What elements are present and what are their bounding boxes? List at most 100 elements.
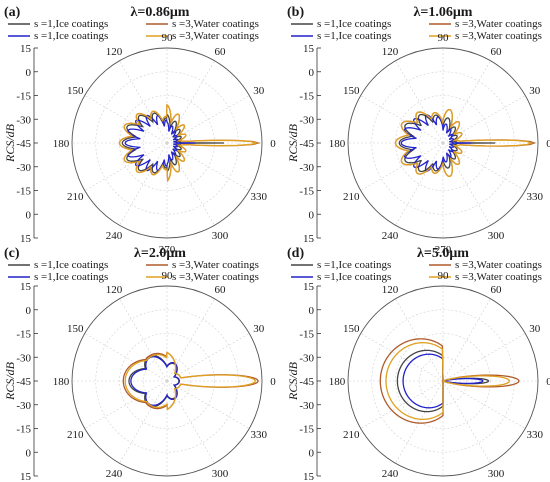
angle-tick-label: 210	[67, 191, 84, 203]
radial-tick-label: 0	[309, 67, 315, 79]
series-curve-4	[118, 103, 259, 183]
series-curve-1	[121, 112, 225, 174]
radial-tick-label: -15	[299, 424, 314, 436]
legend-entry: s =3,Water coatings	[455, 271, 542, 283]
y-axis-label: RCS/dB	[286, 123, 300, 163]
radial-tick-label: -45	[299, 376, 314, 388]
angle-tick-label: 60	[215, 284, 227, 296]
angle-tick-label: 120	[106, 284, 123, 296]
series-curve-3	[400, 114, 472, 172]
angle-tick-label: 60	[215, 46, 227, 58]
series-curve-4	[385, 342, 511, 420]
radial-tick-label: -15	[16, 424, 31, 436]
radial-tick-label: 15	[20, 471, 32, 482]
radial-tick-label: -30	[16, 114, 31, 126]
angle-tick-label: 300	[212, 230, 229, 242]
panel-label: (b)	[287, 5, 304, 20]
angle-tick-label: 240	[106, 230, 123, 242]
angle-tick-label: 270	[159, 244, 176, 256]
angle-tick-label: 180	[329, 376, 346, 388]
angle-tick-label: 30	[253, 323, 265, 335]
series-curve-1	[398, 113, 496, 173]
legend-entry: s =1,Ice coatings	[34, 271, 108, 283]
legend-entry: s =3,Water coatings	[172, 259, 259, 271]
angle-tick-label: 150	[343, 85, 360, 97]
legend-entry: s =3,Water coatings	[455, 30, 542, 42]
angle-tick-label: 240	[106, 468, 123, 480]
angle-tick-label: 30	[253, 85, 265, 97]
panel-title: λ=0.86μm	[131, 5, 190, 20]
radial-tick-label: 0	[26, 447, 32, 459]
series-curve-4	[124, 351, 257, 411]
angle-tick-label: 330	[527, 429, 544, 441]
angle-tick-label: 180	[53, 376, 70, 388]
radial-tick-label: -30	[16, 400, 31, 412]
panel-title: λ=1.06μm	[414, 5, 473, 20]
angle-tick-label: 30	[529, 85, 541, 97]
radial-tick-label: 0	[309, 447, 315, 459]
polar-panel-1: (a) λ=0.86μm s =1,Ice coatings s =3,Water c…	[3, 5, 276, 256]
angle-tick-label: 180	[329, 138, 346, 150]
radial-tick-label: 15	[20, 281, 32, 293]
legend-entry: s =1,Ice coatings	[34, 30, 108, 42]
radial-tick-label: -30	[299, 400, 314, 412]
angle-tick-label: 90	[162, 32, 174, 44]
legend-entry: s =1,Ice coatings	[317, 18, 391, 30]
polar-grid	[71, 47, 263, 239]
panel-label: (d)	[287, 246, 304, 261]
angle-tick-label: 60	[491, 46, 503, 58]
polar-grid	[71, 285, 263, 477]
angle-tick-label: 180	[53, 138, 70, 150]
radial-tick-label: -30	[16, 352, 31, 364]
angle-tick-label: 0	[270, 138, 276, 150]
y-axis-label: RCS/dB	[3, 123, 17, 163]
radial-tick-label: -45	[299, 138, 314, 150]
series-curve-2	[379, 338, 520, 424]
angle-tick-label: 300	[488, 468, 505, 480]
angle-tick-label: 90	[438, 32, 450, 44]
angle-tick-label: 150	[67, 323, 84, 335]
angle-tick-label: 120	[382, 46, 399, 58]
y-axis-label: RCS/dB	[286, 361, 300, 401]
radial-tick-label: -30	[299, 114, 314, 126]
radial-tick-label: 15	[20, 43, 32, 55]
angle-tick-label: 240	[382, 230, 399, 242]
polar-panel-3: (c) λ=2.0μm s =1,Ice coatings s =3,Water co…	[3, 246, 276, 482]
radial-tick-label: -45	[16, 376, 31, 388]
series-curve-3	[130, 356, 181, 406]
series-curve-4	[394, 108, 534, 178]
legend-entry: s =1,Ice coatings	[317, 30, 391, 42]
radial-tick-label: 0	[309, 305, 315, 317]
legend-entry: s =1,Ice coatings	[34, 259, 108, 271]
legend-entry: s =1,Ice coatings	[317, 259, 391, 271]
radial-tick-label: -30	[299, 352, 314, 364]
angle-tick-label: 150	[343, 323, 360, 335]
angle-tick-label: 0	[546, 138, 550, 150]
angle-tick-label: 210	[343, 429, 360, 441]
radial-tick-label: -15	[299, 329, 314, 341]
legend-entry: s =3,Water coatings	[455, 259, 542, 271]
legend-entry: s =3,Water coatings	[172, 30, 259, 42]
angle-tick-label: 300	[212, 468, 229, 480]
legend-entry: s =3,Water coatings	[172, 18, 259, 30]
angle-tick-label: 60	[491, 284, 503, 296]
radial-tick-label: 15	[303, 233, 315, 245]
radial-tick-label: -30	[299, 162, 314, 174]
panel-title: λ=2.0μm	[134, 246, 186, 261]
angle-tick-label: 300	[488, 230, 505, 242]
polar-panel-4: (d) λ=5.0μm s =1,Ice coatings s =3,Water co…	[286, 246, 550, 482]
radial-tick-label: -15	[16, 329, 31, 341]
angle-tick-label: 210	[343, 191, 360, 203]
polar-grid	[347, 47, 539, 239]
series-curve-3	[402, 353, 484, 409]
panel-title: λ=5.0μm	[417, 246, 469, 261]
y-axis-label: RCS/dB	[3, 361, 17, 401]
legend-entry: s =1,Ice coatings	[317, 271, 391, 283]
angle-tick-label: 30	[529, 323, 541, 335]
polar-panel-2: (b) λ=1.06μm s =1,Ice coatings s =3,Water c…	[286, 5, 550, 256]
radial-tick-label: 15	[303, 471, 315, 482]
angle-tick-label: 330	[251, 191, 268, 203]
radial-tick-label: 15	[303, 281, 315, 293]
radial-tick-label: -15	[299, 91, 314, 103]
